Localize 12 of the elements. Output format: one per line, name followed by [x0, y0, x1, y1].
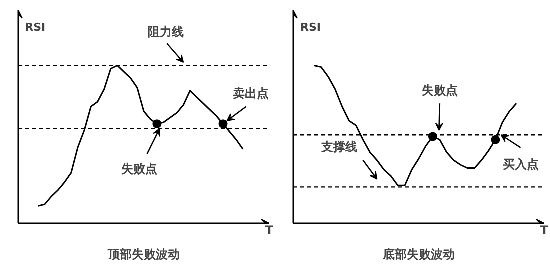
annotation: 失败点 — [422, 83, 458, 98]
annotation: 买入点 — [502, 157, 539, 172]
y-axis-title: RSI — [300, 21, 321, 34]
x-axis-title: T — [540, 224, 550, 238]
annotation: 卖出点 — [233, 86, 270, 100]
text: 顶部失败波动 — [107, 248, 180, 262]
text: 阻力线 — [148, 24, 184, 39]
y-axis-title: RSI — [25, 21, 46, 34]
text: 底部失败波动 — [382, 248, 455, 262]
x-axis-title: T — [265, 224, 274, 238]
annotation: 支撑线 — [320, 140, 358, 154]
annotation: 失败点 — [121, 162, 158, 176]
